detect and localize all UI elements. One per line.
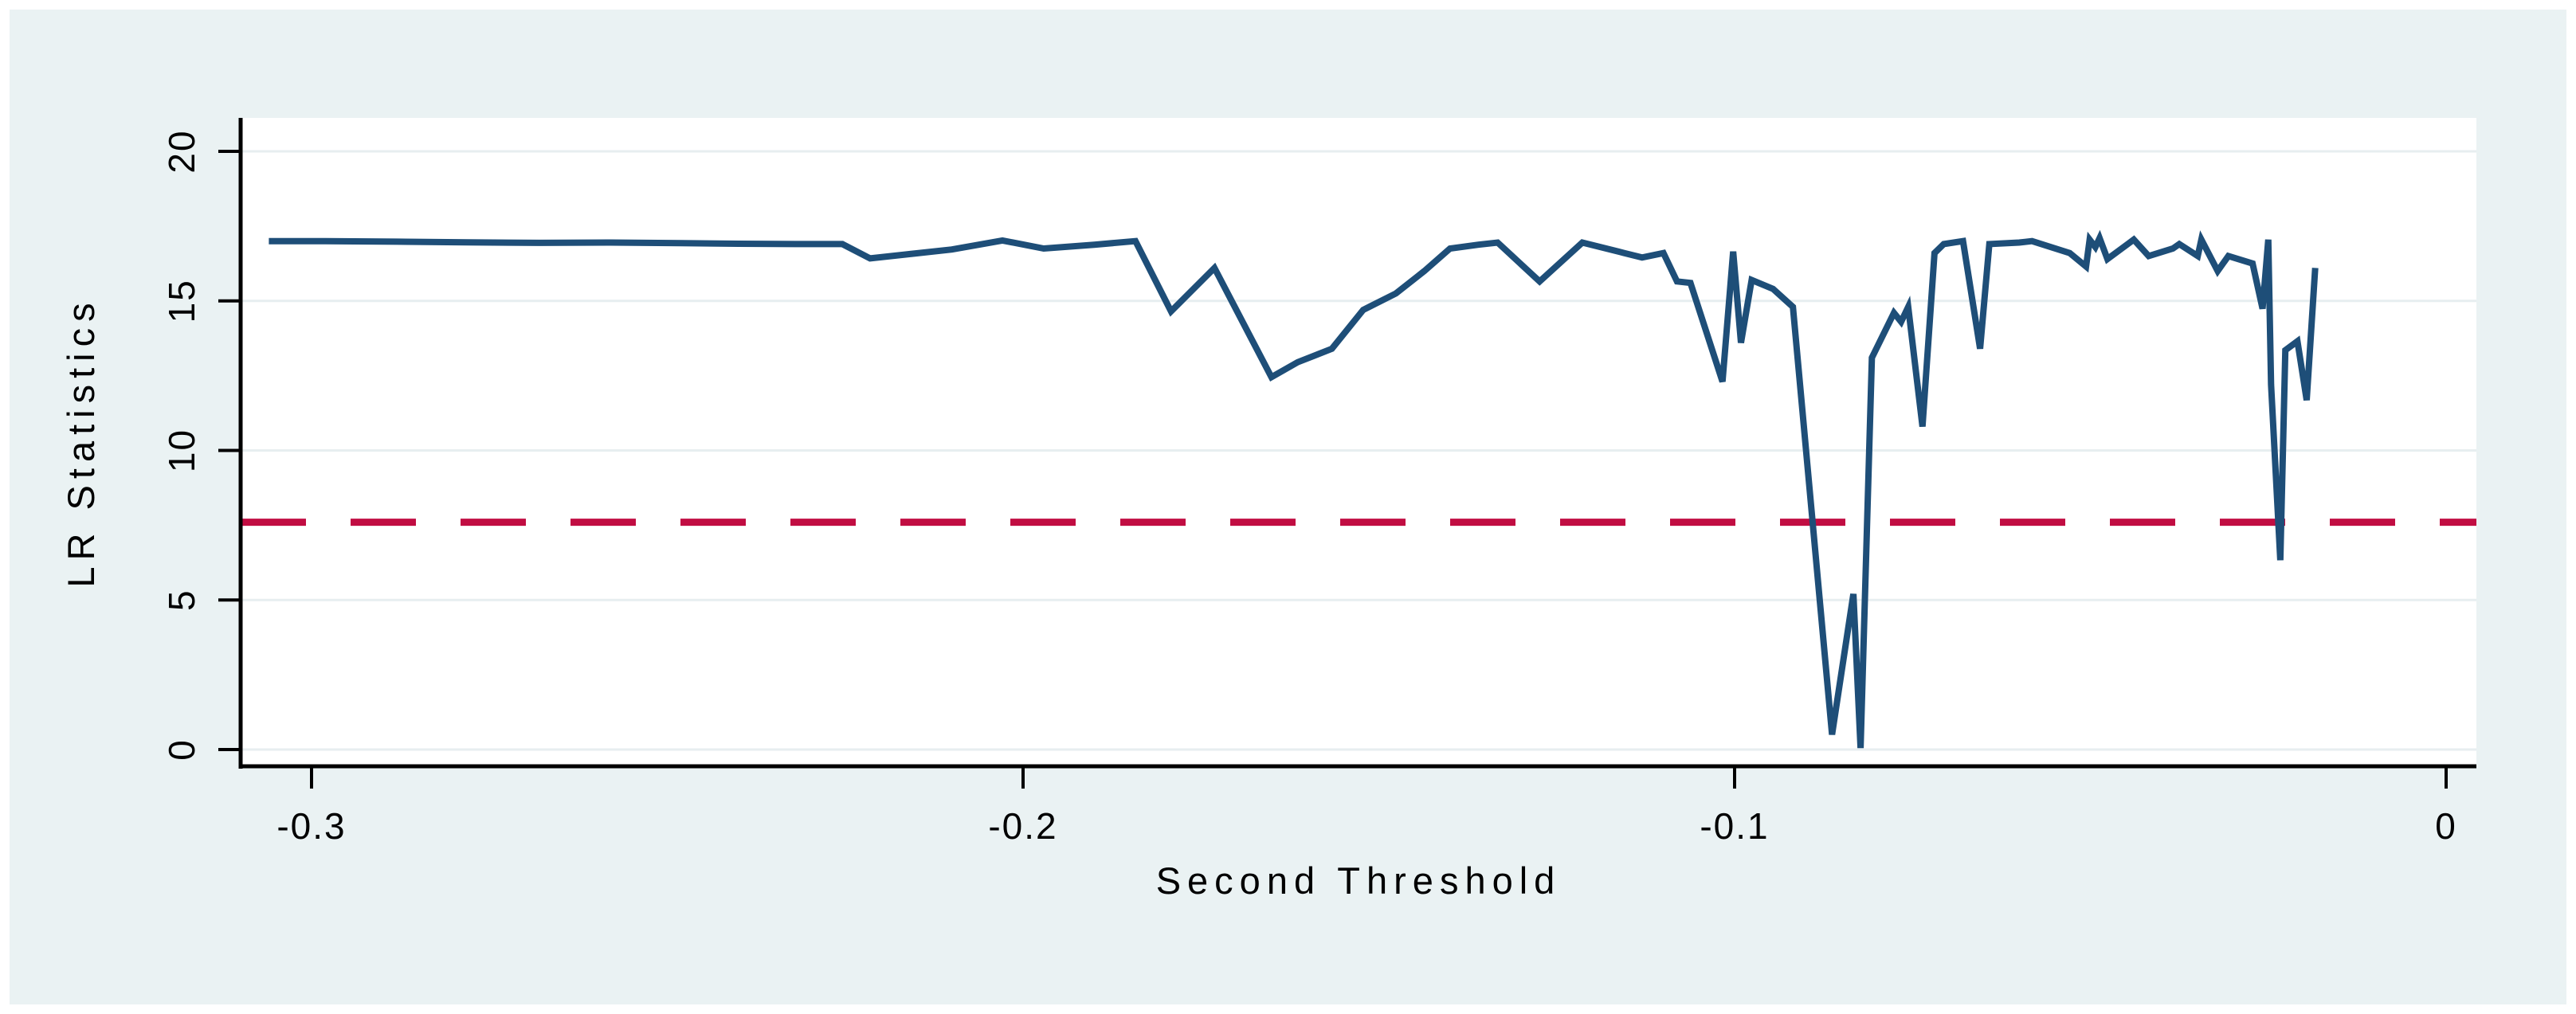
y-tick-label-5: 5 <box>161 589 202 611</box>
y-tick-label-0: 0 <box>161 738 202 761</box>
lr-statistic-line <box>269 229 2319 749</box>
y-tick-label-20: 20 <box>161 129 202 173</box>
x-axis-title: Second Threshold <box>1156 859 1562 902</box>
x-tick-label--0.2: -0.2 <box>988 805 1057 847</box>
y-tick-label-15: 15 <box>161 279 202 323</box>
x-axis-ticks: -0.3 -0.2 -0.1 0 <box>276 766 2456 847</box>
x-tick-label--0.1: -0.1 <box>1700 805 1769 847</box>
horizontal-gridlines <box>241 150 2476 751</box>
y-tick-label-10: 10 <box>161 429 202 472</box>
x-tick-label--0.3: -0.3 <box>276 805 346 847</box>
axis-spines <box>238 118 2476 769</box>
y-axis-title: LR Statistics <box>60 296 102 587</box>
plot-area <box>241 118 2476 766</box>
x-tick-label-0: 0 <box>2435 805 2457 847</box>
y-axis-ticks: 0 5 10 15 20 <box>161 129 241 761</box>
